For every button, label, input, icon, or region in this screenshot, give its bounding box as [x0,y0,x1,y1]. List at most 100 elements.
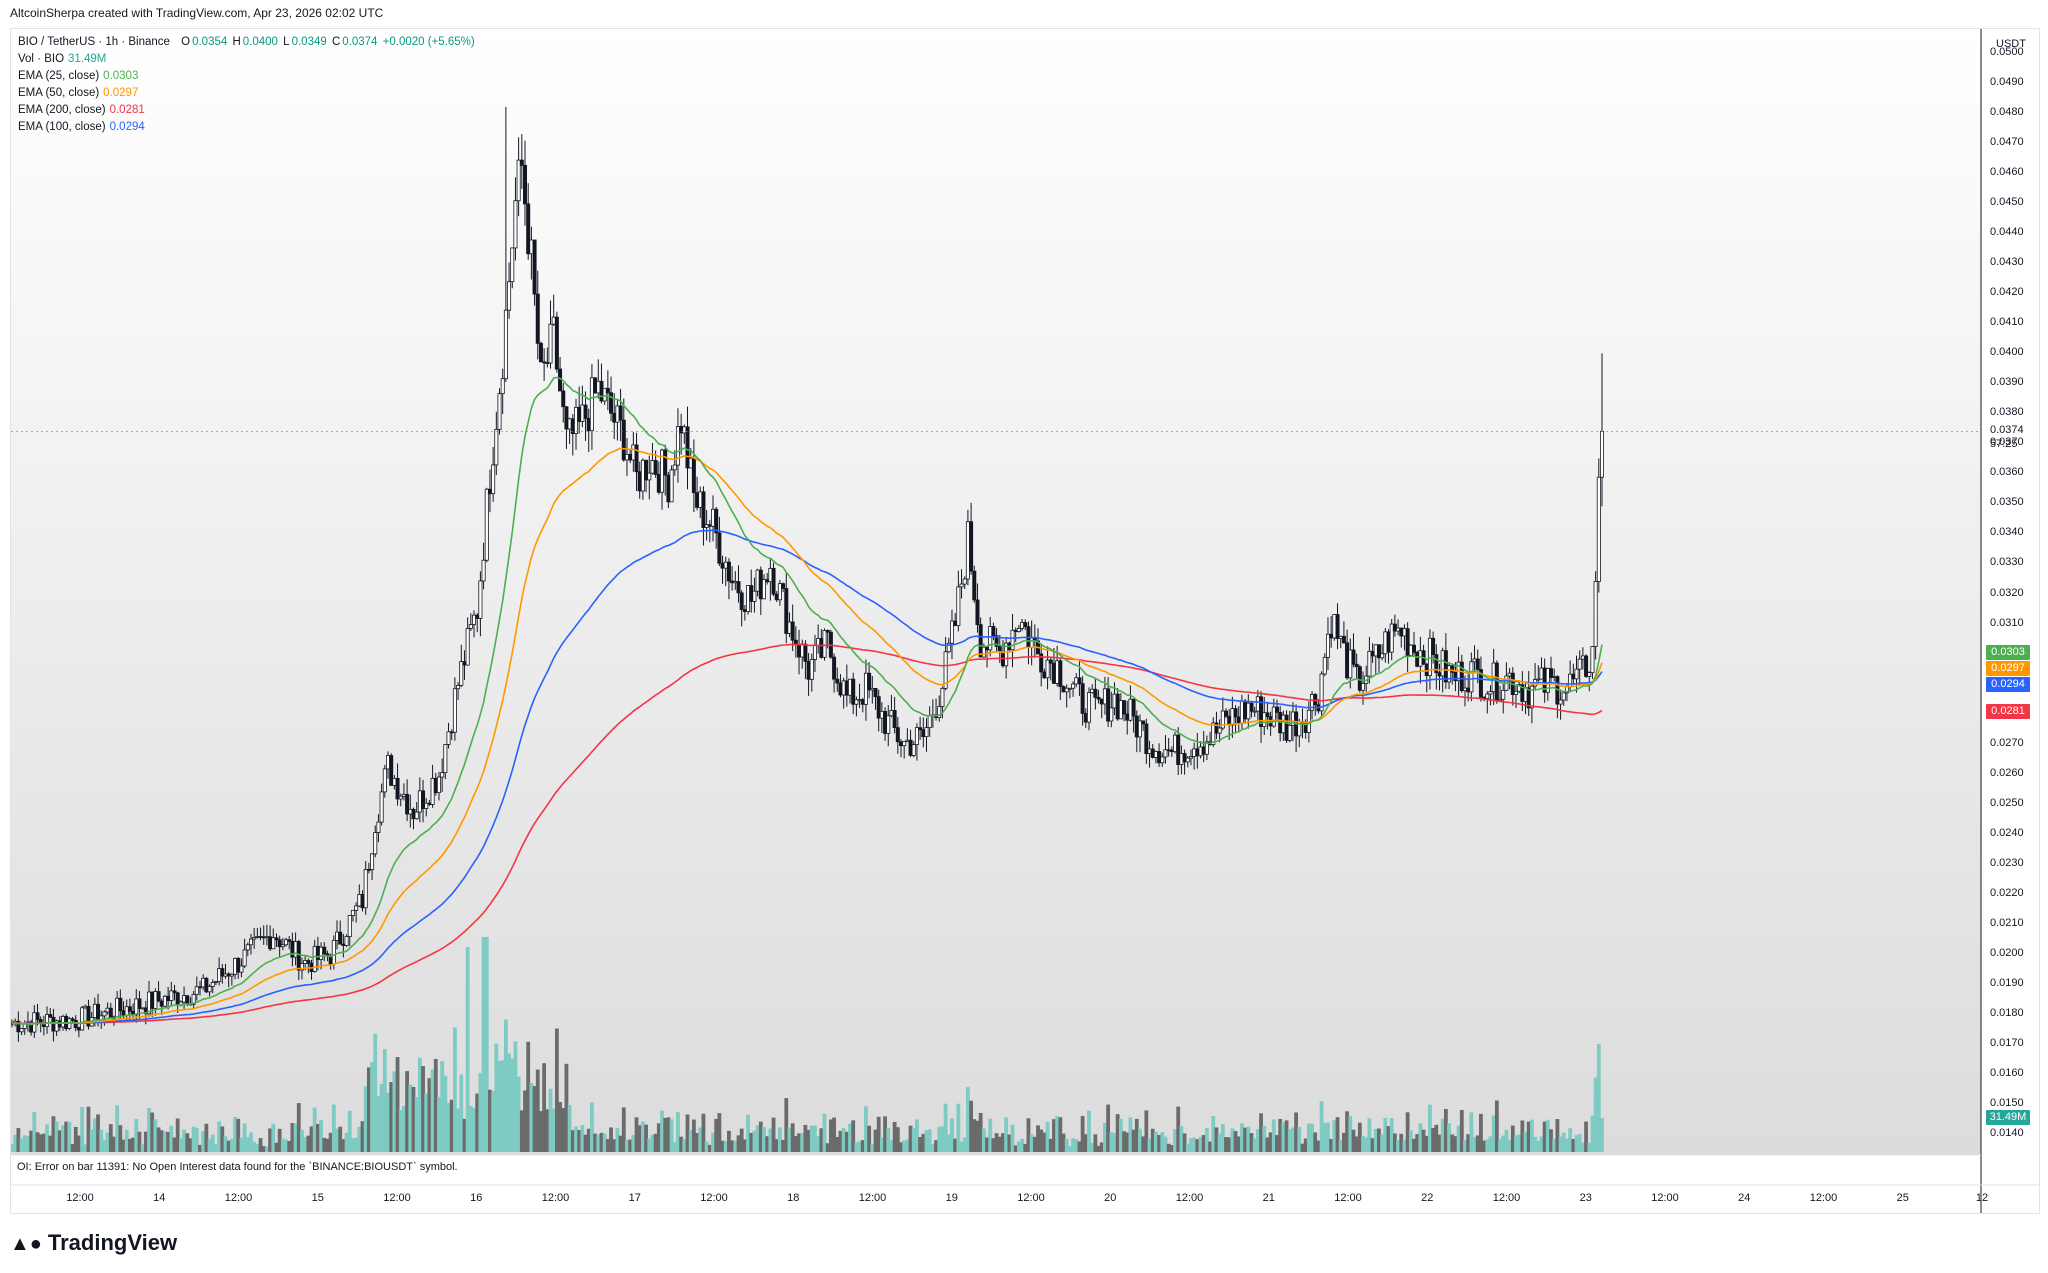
volume-bar [1195,1139,1200,1152]
volume-bar [1087,1110,1091,1152]
candle-body [150,991,155,1009]
candle-body [1593,581,1598,647]
candle-body [475,614,480,619]
candle-body [704,524,709,528]
candle-body [162,995,167,1007]
volume-bar [210,1134,215,1152]
candle-body [258,936,263,938]
volume-bar [1456,1125,1461,1152]
volume-bar [252,1141,257,1152]
volume-bar [841,1128,846,1152]
tradingview-logo[interactable]: ▲● TradingView [10,1230,177,1256]
volume-bar [335,1128,339,1152]
candle-body [726,561,731,582]
volume-bar [1077,1141,1082,1152]
legend-ema100-row[interactable]: EMA (100, close) 0.0294 [18,119,477,136]
candle-body [669,469,674,503]
legend-ema50-row[interactable]: EMA (50, close) 0.0297 [18,85,477,102]
candle-body [465,628,470,666]
candle-body [978,624,983,658]
volume-bar [1367,1118,1372,1152]
volume-bar [226,1140,231,1152]
candle-body [1249,702,1254,712]
price-tick-label: 0.0240 [1990,826,2024,839]
volume-bar [1447,1123,1451,1152]
currency-label[interactable]: USDT [1996,38,2026,50]
volume-bar [462,1118,467,1152]
candle-body [1351,649,1356,665]
candle-body [914,727,919,746]
volume-bar [1529,1119,1534,1152]
candle-body [1125,713,1130,721]
candle-body [76,1027,81,1031]
candle-body [1185,757,1190,763]
volume-bar [558,1102,562,1152]
volume-bar [1154,1131,1158,1152]
volume-bar [1208,1141,1212,1152]
candle-body [720,562,725,569]
candle-body [749,585,754,602]
volume-bar [459,1074,464,1152]
candle-body [102,1011,107,1017]
volume-bar [551,1108,556,1152]
volume-bar [325,1138,330,1152]
candle-body [870,688,875,691]
volume-bar [328,1132,333,1152]
candle-body [790,621,795,641]
chart-frame[interactable] [10,28,2040,1214]
candle-body [411,808,416,820]
candle-body [452,688,457,733]
volume-bar [972,1119,977,1152]
volume-bar [373,1033,378,1152]
candle-body [730,580,735,584]
volume-bar [16,1128,21,1152]
candle-body [1048,659,1053,664]
candle-body [953,620,958,627]
volume-bar [198,1144,202,1152]
candle-body [519,159,524,166]
price-tick-label: 0.0170 [1990,1036,2024,1049]
candle-body [1412,644,1417,653]
legend-ema200-row[interactable]: EMA (200, close) 0.0281 [18,102,477,119]
price-chart[interactable] [11,29,2039,1213]
candle-body [548,323,553,364]
time-tick-label: 12:00 [66,1192,94,1204]
candle-body [1536,678,1541,681]
volume-bar [1306,1123,1311,1152]
candle-body [1405,628,1410,656]
candle-body [1443,650,1448,683]
volume-bar [883,1116,887,1152]
volume-bar [351,1138,355,1152]
legend-volume-row[interactable]: Vol · BIO 31.49M [18,51,477,68]
volume-bar [322,1137,327,1152]
candle-body [908,739,913,756]
volume-bar [835,1137,840,1152]
candle-body [1367,650,1372,677]
candle-body [1051,662,1056,684]
price-tick-label: 0.0270 [1990,736,2024,749]
legend-ema25-row[interactable]: EMA (25, close) 0.0303 [18,68,477,85]
time-tick-label: 21 [1262,1192,1275,1204]
price-tick-label: 0.0490 [1990,76,2024,89]
candle-body [1373,644,1378,657]
volume-bar [943,1103,948,1152]
volume-bar [854,1142,859,1152]
candle-body [800,643,805,658]
candle-body [1016,627,1021,632]
symbol-name[interactable]: BIO / TetherUS · 1h · Binance [18,36,170,48]
candle-body [503,309,508,380]
volume-bar [564,1063,569,1152]
volume-bar [217,1121,222,1152]
volume-bar [182,1129,186,1152]
volume-bar [1150,1128,1155,1152]
volume-bar [440,1061,445,1152]
volume-bar [615,1127,620,1152]
volume-bar [379,1083,384,1152]
volume-bar [1373,1128,1378,1152]
volume-bar [366,1067,371,1152]
candle-body [197,986,202,989]
price-tick-label: 0.0400 [1990,346,2024,359]
candle-body [1513,690,1518,695]
price-tick-label: 0.0140 [1990,1127,2024,1139]
